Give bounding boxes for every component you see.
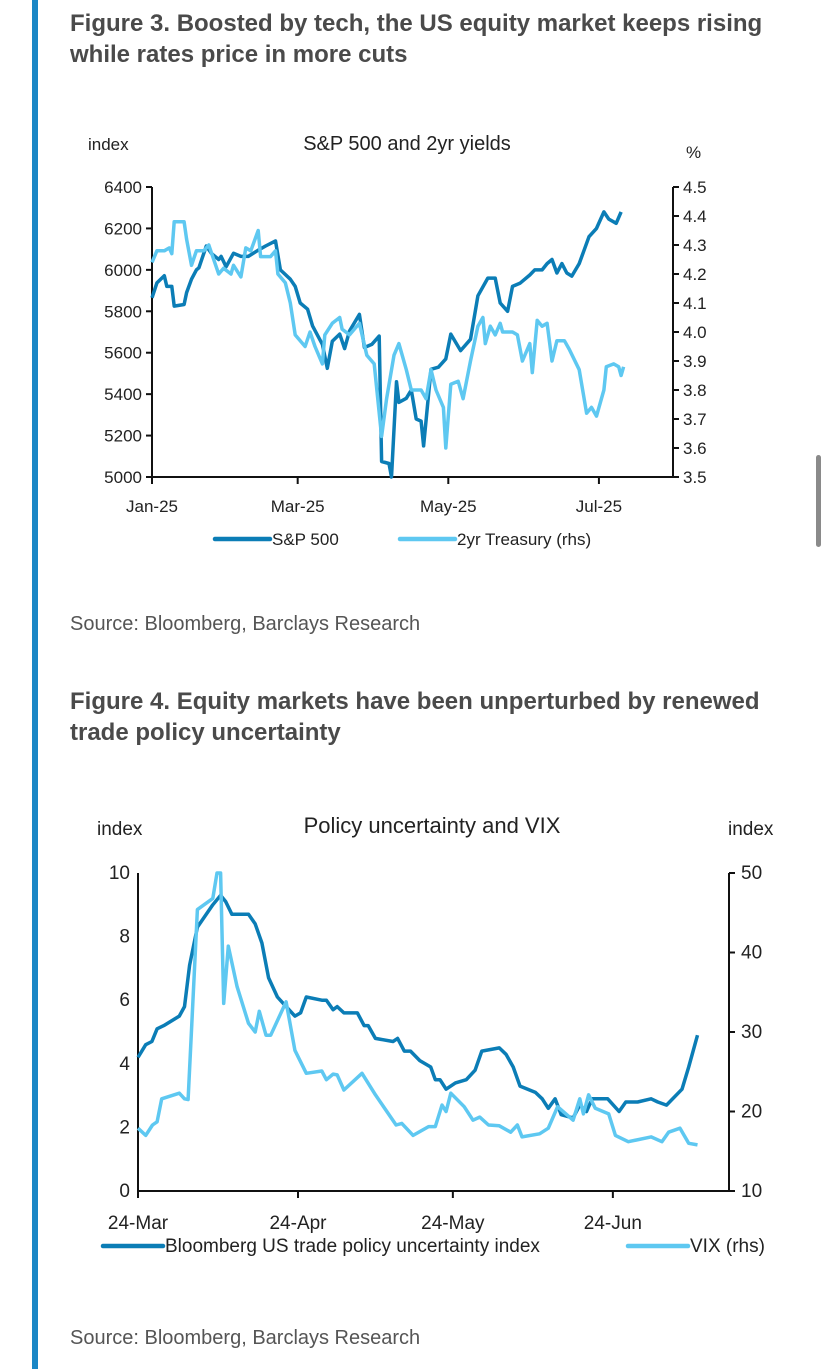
left-axis-label: index [97,819,143,840]
left-tick-label: 5000 [104,468,142,487]
figure-3-source: Source: Bloomberg, Barclays Research [70,613,421,635]
right-axis-label: % [686,143,701,162]
legend-label: VIX (rhs) [690,1236,765,1257]
chart-title: Policy uncertainty and VIX [304,813,561,838]
x-tick-label: May-25 [420,497,477,516]
left-tick-label: 5800 [104,302,142,321]
left-tick-label: 2 [119,1117,130,1138]
series-line-left [150,210,623,479]
right-tick-label: 4.1 [683,294,707,313]
right-tick-label: 3.5 [683,468,707,487]
left-tick-label: 8 [119,927,130,948]
right-tick-label: 4.0 [683,323,707,342]
right-tick-label: 4.2 [683,265,707,284]
right-tick-label: 3.7 [683,410,707,429]
left-tick-label: 4 [119,1054,130,1075]
left-tick-label: 0 [119,1181,130,1202]
left-tick-label: 6200 [104,219,142,238]
left-tick-label: 5200 [104,427,142,446]
x-tick-label: Jan-25 [126,497,178,516]
right-tick-label: 30 [741,1022,762,1043]
right-tick-label: 10 [741,1181,762,1202]
left-tick-label: 5400 [104,385,142,404]
right-axis-label: index [728,819,774,840]
right-tick-label: 4.3 [683,236,707,255]
left-tick-label: 5600 [104,344,142,363]
legend-label: Bloomberg US trade policy uncertainty in… [165,1236,540,1257]
series-line-right [150,220,626,450]
x-tick-label: Mar-25 [271,497,325,516]
right-tick-label: 3.6 [683,439,707,458]
legend-label: 2yr Treasury (rhs) [457,530,591,549]
x-tick-label: 24-Mar [108,1213,169,1234]
left-tick-label: 10 [109,863,130,884]
figure-4-source: Source: Bloomberg, Barclays Research [70,1327,421,1349]
accent-bar [32,0,38,1369]
right-tick-label: 4.5 [683,178,707,197]
right-tick-label: 3.9 [683,352,707,371]
legend-label: S&P 500 [272,530,339,549]
right-tick-label: 50 [741,863,762,884]
left-tick-label: 6000 [104,261,142,280]
left-tick-label: 6 [119,990,130,1011]
right-tick-label: 20 [741,1102,762,1123]
scrollbar[interactable] [816,455,821,547]
x-tick-label: 24-Apr [269,1213,327,1234]
series-line-left [136,893,700,1120]
policy-uncertainty-vix-chart: Policy uncertainty and VIX index index 0 2 4 6… [97,813,774,1257]
figure-4-title: Figure 4. Equity markets have been unper… [70,688,760,746]
x-tick-label: 24-Jun [584,1213,642,1234]
figure-3-title: Figure 3. Boosted by tech, the US equity… [70,10,763,68]
x-tick-label: 24-May [421,1213,485,1234]
right-tick-label: 3.8 [683,381,707,400]
left-axis-label: index [88,135,129,154]
left-tick-label: 6400 [104,178,142,197]
sp500-2yr-chart: S&P 500 and 2yr yields index % 5000 5200 5400… [88,133,707,549]
right-tick-label: 40 [741,943,762,964]
x-tick-label: Jul-25 [576,497,622,516]
chart-title: S&P 500 and 2yr yields [303,133,511,155]
right-tick-label: 4.4 [683,207,707,226]
series-line-right [136,871,698,1147]
